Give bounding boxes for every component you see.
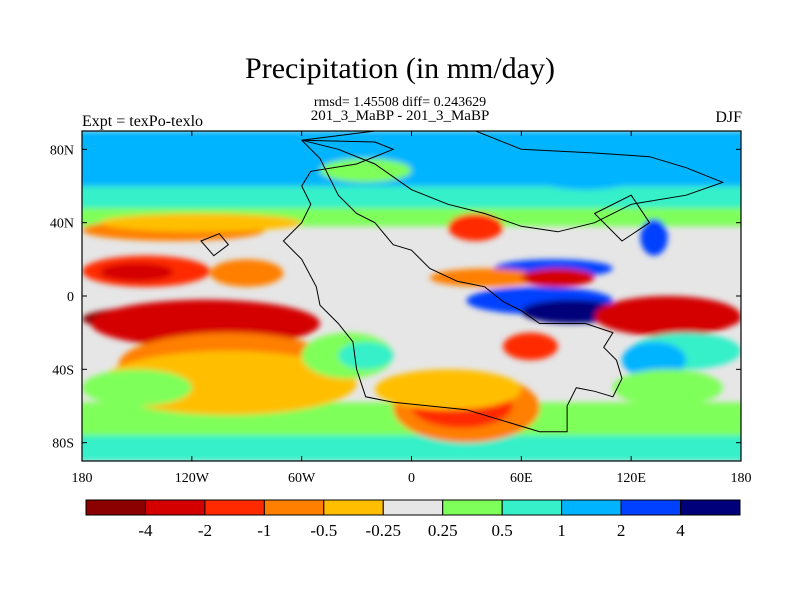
colorbar-label: 2: [617, 521, 626, 540]
colorbar-box: [620, 499, 682, 516]
x-tick-label: 120E: [616, 471, 646, 486]
x-tick-label: 120W: [175, 471, 210, 486]
sh-green-sw: [612, 369, 723, 406]
colorbar-box: [204, 499, 265, 516]
nh-red-asia: [448, 213, 504, 241]
nh-red-core: [100, 263, 174, 282]
x-tick-label: 0: [408, 471, 415, 486]
x-tick-label: 180: [731, 471, 752, 486]
colorbar-box: [561, 499, 622, 516]
stats-line: rmsd= 1.45508 diff= 0.243629: [313, 95, 487, 110]
colorbar-label: -0.25: [366, 521, 401, 540]
colorbar-box: [263, 499, 325, 516]
axes: 180 120W 60W 0 60E 120E 180 80N 40N 0 40S 80S: [50, 131, 752, 486]
continent-east: [301, 131, 725, 233]
sf-red-eq: [503, 332, 558, 361]
colorbar-box: [680, 499, 741, 516]
y-tick-label: 0: [67, 290, 74, 305]
sh-red-indian: [594, 296, 741, 337]
nh-blue-arctic: [228, 134, 485, 168]
experiment-label: Expt = texPo-texlo: [82, 113, 204, 130]
colorbar-label: -1: [257, 521, 271, 540]
nh-blue-east: [521, 149, 650, 190]
coastline: [200, 131, 725, 433]
nh-red-east: [521, 268, 595, 287]
y-tick-label: 40N: [50, 217, 74, 232]
sf-cyan-atlantic: [338, 341, 394, 370]
y-tick-label: 80S: [52, 437, 74, 452]
colorbar-box: [442, 499, 503, 516]
colorbar-label: -4: [138, 521, 153, 540]
sh-green-south: [82, 369, 192, 406]
colorbar-box: [85, 499, 146, 516]
colorbar-label: 0.5: [492, 521, 513, 540]
chart-title: Precipitation (in mm/day): [245, 52, 555, 85]
chart-subtitle: 201_3_MaBP - 201_3_MaBP: [310, 108, 490, 124]
y-tick-label: 80N: [50, 143, 74, 158]
colorbar-box: [382, 499, 444, 516]
nh-yellow-band: [100, 213, 302, 232]
continent-west: [282, 139, 623, 433]
colorbar-box: [501, 499, 563, 516]
sf-yellow-africa: [374, 369, 522, 410]
colorbar: -4 -2 -1 -0.5 -0.25 0.25 0.5 1 2 4: [85, 499, 741, 540]
colorbar-label: -2: [198, 521, 212, 540]
colorbar-label: -0.5: [310, 521, 337, 540]
x-tick-label: 60E: [510, 471, 533, 486]
colorbar-box: [144, 499, 206, 516]
colorbar-label: 0.25: [428, 521, 458, 540]
x-tick-label: 60W: [288, 471, 316, 486]
y-tick-label: 40S: [52, 363, 74, 378]
island-east: [593, 194, 651, 242]
nh-orange-pacific: [210, 259, 284, 287]
nh-green-patch: [319, 158, 412, 183]
x-tick-label: 180: [72, 471, 93, 486]
nh-darkblue-dot: [640, 219, 668, 256]
colorbar-label: 1: [557, 521, 566, 540]
colorbar-label: 4: [676, 521, 685, 540]
season-label: DJF: [715, 109, 742, 126]
map-field: [82, 131, 741, 461]
island-north: [200, 233, 230, 257]
nh-orange-asia: [429, 268, 540, 287]
nh-blue-west: [82, 149, 211, 187]
colorbar-box: [323, 499, 384, 516]
sh-blue-sw: [622, 341, 687, 379]
